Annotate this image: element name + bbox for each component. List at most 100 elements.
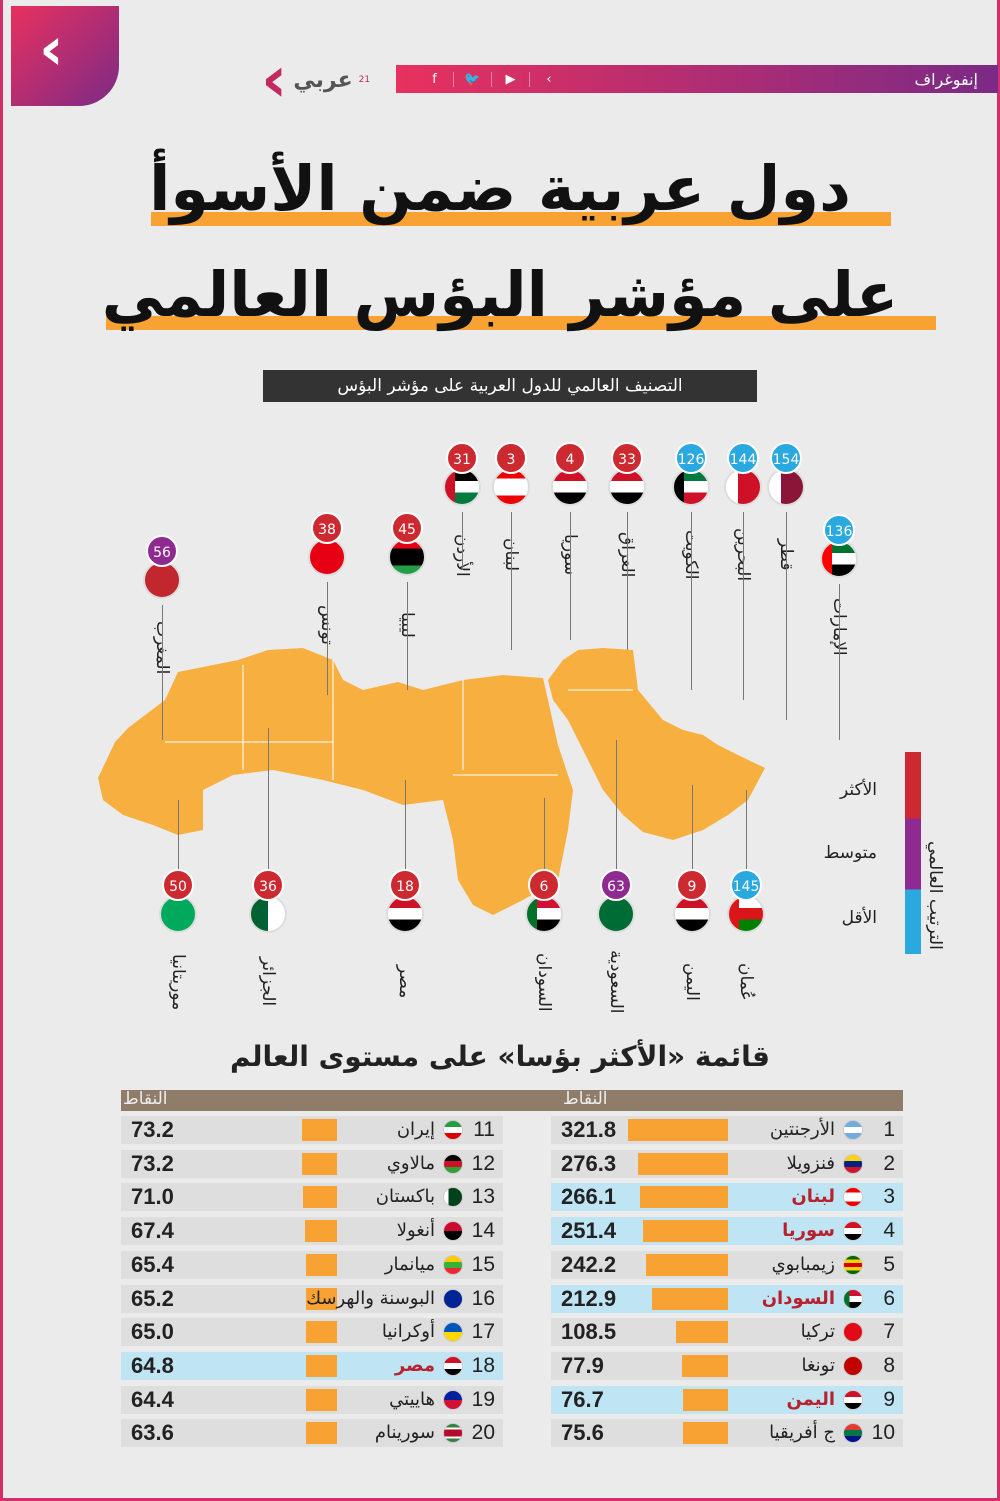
country-label: اليمن <box>682 963 702 1001</box>
map-pin: 36 الجزائر <box>248 728 288 1027</box>
page-title-line2: على مؤشر البؤس العالمي <box>101 258 899 331</box>
flag-pk-icon <box>443 1187 463 1208</box>
rank-number: 17 <box>471 1320 495 1344</box>
table-row: 212.9 6 السودان <box>551 1284 903 1313</box>
corner-logo: ‹ <box>11 6 119 106</box>
points-value: 321.8 <box>561 1117 617 1142</box>
flag-to-icon <box>843 1355 863 1376</box>
pin-leader-line <box>746 790 747 874</box>
rank-badge: 6 <box>528 869 560 901</box>
table-row: 67.4 14 أنغولا <box>121 1217 503 1246</box>
country-name: سورينام <box>374 1422 435 1444</box>
table-row: 242.2 5 زيمبابوي <box>551 1250 903 1279</box>
value-bar <box>302 1186 337 1209</box>
twitter-icon[interactable]: 🐦 <box>454 71 492 87</box>
flag-ht-icon <box>443 1389 463 1410</box>
facebook-icon[interactable]: f <box>416 71 454 87</box>
rank-badge: 38 <box>311 512 343 544</box>
country-label: مصر <box>395 965 415 999</box>
rank-number: 18 <box>471 1353 495 1377</box>
rank-badge: 45 <box>391 512 423 544</box>
rank-number: 7 <box>883 1320 895 1344</box>
pin-leader-line <box>544 798 545 874</box>
flag-ye-icon <box>843 1389 863 1410</box>
map-pin: 63 السعودية <box>596 740 636 1027</box>
table-row: 75.6 10 ج أفريقيا <box>551 1419 903 1448</box>
table-row: 73.2 11 إيران <box>121 1116 503 1144</box>
table-row: 64.8 18 مصر <box>121 1351 503 1380</box>
youtube-icon[interactable]: ▶ <box>492 71 530 87</box>
pin-leader-line <box>511 512 512 650</box>
map-pin: 56 المغرب <box>142 535 182 740</box>
rank-badge: 4 <box>554 442 586 474</box>
points-value: 64.8 <box>131 1352 174 1378</box>
points-value: 65.4 <box>131 1251 174 1277</box>
value-bar <box>627 1119 728 1141</box>
pin-leader-line <box>570 512 571 640</box>
table-row: 63.6 20 سورينام <box>121 1419 503 1448</box>
value-bar <box>652 1287 728 1310</box>
header-bar: f 🐦 ▶ ‹ إنفوغراف <box>396 65 998 93</box>
subtitle: التصنيف العالمي للدول العربية على مؤشر ا… <box>263 370 757 402</box>
pin-leader-line <box>162 605 163 740</box>
logo-chevron-icon[interactable]: ‹ <box>546 71 552 87</box>
map-pin: 38 تونس <box>307 512 347 695</box>
table-row: 251.4 4 سوريا <box>551 1217 903 1246</box>
country-name: لبنان <box>791 1186 835 1208</box>
rank-badge: 9 <box>676 869 708 901</box>
country-name: الأرجنتين <box>769 1119 835 1140</box>
value-bar <box>305 1287 337 1310</box>
rank-badge: 126 <box>675 442 707 474</box>
map-region-arabia <box>548 648 765 840</box>
flag-sr-icon <box>443 1423 463 1444</box>
value-bar <box>305 1354 337 1377</box>
rank-badge: 18 <box>389 869 421 901</box>
country-name: السودان <box>761 1287 835 1309</box>
table-row: 71.0 13 باكستان <box>121 1183 503 1212</box>
points-value: 63.6 <box>131 1420 174 1446</box>
table-row: 76.7 9 اليمن <box>551 1385 903 1414</box>
country-name: فنزويلا <box>786 1152 835 1174</box>
table-row: 65.4 15 ميانمار <box>121 1250 503 1279</box>
flag-qa-icon <box>767 468 805 506</box>
flag-zw-icon <box>843 1254 863 1275</box>
points-value: 73.2 <box>131 1150 174 1176</box>
rank-number: 9 <box>883 1387 895 1411</box>
country-name: باكستان <box>375 1186 435 1208</box>
flag-ba-icon <box>443 1288 463 1309</box>
pin-leader-line <box>743 512 744 700</box>
table-row: 266.1 3 لبنان <box>551 1183 903 1212</box>
points-value: 242.2 <box>561 1251 617 1277</box>
map-pin: 3 لبنان <box>491 442 531 650</box>
flag-ar-icon <box>843 1120 863 1140</box>
points-value: 71.0 <box>131 1184 174 1210</box>
title-underline <box>151 212 891 226</box>
rank-badge: 63 <box>600 869 632 901</box>
map-pin: 45 ليبيا <box>387 512 427 690</box>
points-value: 212.9 <box>561 1285 617 1311</box>
flag-jo-icon <box>443 468 481 506</box>
rank-number: 8 <box>883 1353 895 1377</box>
arab-world-map <box>98 648 765 915</box>
section-label: إنفوغراف <box>914 69 978 89</box>
value-bar <box>301 1119 337 1141</box>
points-header-right: النقاط <box>563 1089 608 1109</box>
map-pin: 144 البحرين <box>723 442 763 700</box>
map-pin: 145 عُمان <box>726 790 766 1027</box>
points-value: 73.2 <box>131 1117 174 1142</box>
legend-low: الأقل <box>841 908 877 928</box>
pin-leader-line <box>839 584 840 740</box>
logo-chevron-icon: ‹ <box>261 43 288 117</box>
rank-badge: 56 <box>146 535 178 567</box>
pin-leader-line <box>692 785 693 874</box>
brand-logo: ‹ عربي 21 <box>261 48 370 112</box>
value-bar <box>306 1388 337 1411</box>
value-bar <box>675 1321 728 1344</box>
country-name: مالاوي <box>386 1152 435 1174</box>
country-label: موريتانيا <box>168 953 188 1011</box>
map-pin: 136 الإمارات <box>819 514 859 740</box>
rank-number: 15 <box>471 1252 495 1276</box>
flag-ua-icon <box>443 1322 463 1343</box>
rank-badge: 154 <box>770 442 802 474</box>
country-name: أوكرانيا <box>381 1321 435 1343</box>
